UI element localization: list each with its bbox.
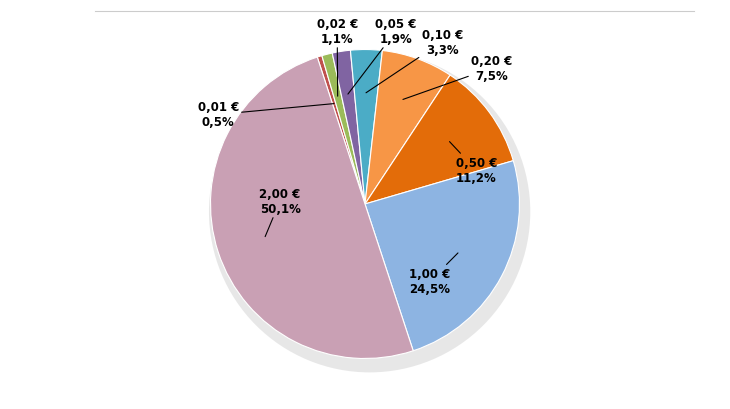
Text: 0,20 €
7,5%: 0,20 € 7,5% xyxy=(403,55,512,100)
Wedge shape xyxy=(365,161,520,351)
Text: 0,50 €
11,2%: 0,50 € 11,2% xyxy=(450,142,497,184)
Wedge shape xyxy=(322,54,365,204)
Text: 0,10 €
3,3%: 0,10 € 3,3% xyxy=(366,29,463,94)
Text: 0,05 €
1,9%: 0,05 € 1,9% xyxy=(348,18,417,95)
Text: 0,01 €
0,5%: 0,01 € 0,5% xyxy=(198,101,334,129)
Wedge shape xyxy=(365,52,450,204)
Wedge shape xyxy=(365,76,513,204)
Wedge shape xyxy=(318,56,365,204)
Text: 2,00 €
50,1%: 2,00 € 50,1% xyxy=(259,187,301,237)
Text: 1,00 €
24,5%: 1,00 € 24,5% xyxy=(410,253,458,296)
Wedge shape xyxy=(332,51,365,204)
Wedge shape xyxy=(350,50,383,204)
Text: 0,02 €
1,1%: 0,02 € 1,1% xyxy=(317,18,358,97)
Ellipse shape xyxy=(209,52,530,373)
Wedge shape xyxy=(210,58,413,359)
